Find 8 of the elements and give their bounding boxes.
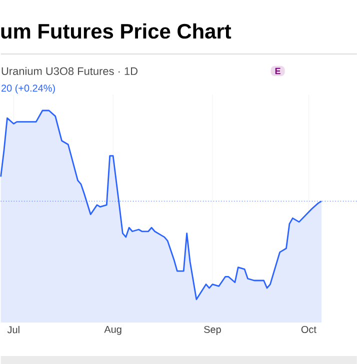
text: 20 (+0.24%): [1, 84, 55, 94]
x-tick-label: Jul: [7, 326, 20, 334]
x-tick-label: Oct: [301, 326, 316, 334]
chart-subtitle: Uranium U3O8 Futures · 1D: [2, 66, 138, 76]
x-tick-label: Sep: [204, 326, 221, 335]
chart-title: um Futures Price Chart: [1, 23, 231, 39]
x-tick-label: Aug: [104, 326, 122, 335]
text: E: [275, 68, 280, 74]
